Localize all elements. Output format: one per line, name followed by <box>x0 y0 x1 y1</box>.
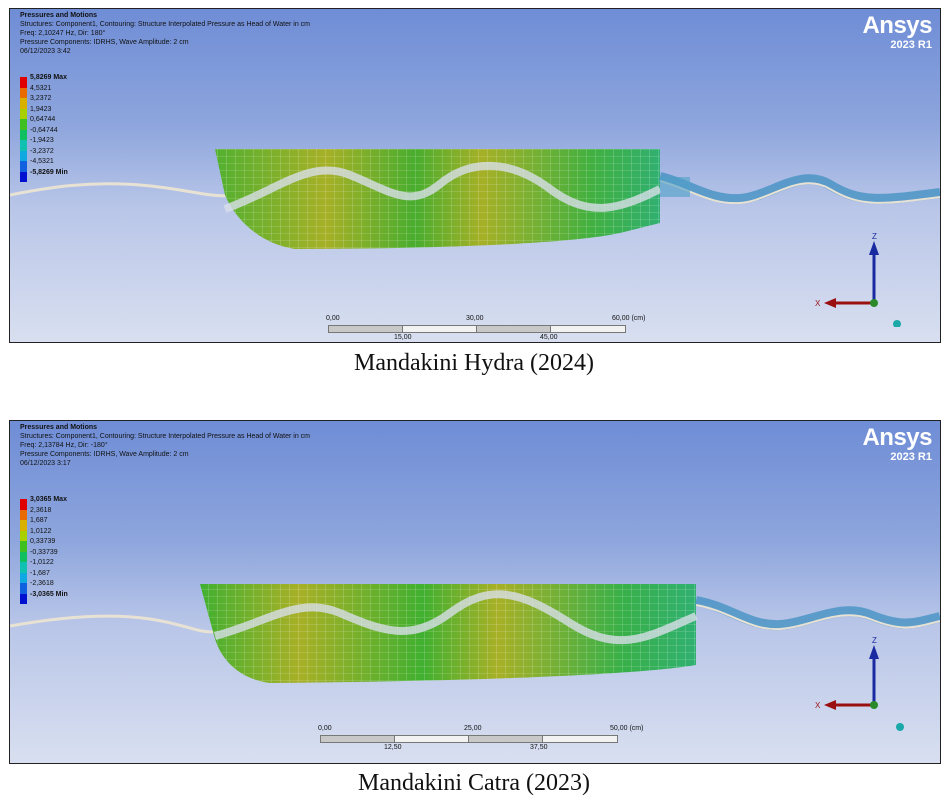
wave-surface <box>213 590 698 645</box>
x-axis-label: X <box>815 299 821 308</box>
viewport-panel-catra[interactable]: Pressures and Motions Structures: Compon… <box>9 420 941 764</box>
scale-tick-label: 50,00 (cm) <box>610 725 644 732</box>
scale-tick-label: 0,00 <box>318 725 332 732</box>
legend-label: 0,64744 <box>30 116 56 123</box>
result-structure-line: Structures: Component1, Contouring: Stru… <box>20 21 310 28</box>
legend-max-label: 5,8269 Max <box>30 74 67 81</box>
result-frequency-line: Freq: 2,10247 Hz, Dir: 180° <box>20 30 106 37</box>
result-frequency-line: Freq: 2,13784 Hz, Dir: -180° <box>20 442 108 449</box>
result-date-line: 06/12/2023 3:17 <box>20 460 71 467</box>
axis-triad[interactable]: Z X <box>810 631 910 731</box>
z-axis-label: Z <box>872 232 877 241</box>
figure-caption: Mandakini Hydra (2024) <box>354 350 594 376</box>
legend-label: -2,3618 <box>30 580 54 587</box>
legend-label: 1,687 <box>30 517 48 524</box>
legend-label: -4,5321 <box>30 158 54 165</box>
ansys-version: 2023 R1 <box>890 451 932 463</box>
legend-label: -3,2372 <box>30 147 54 155</box>
hull-mesh-scene[interactable] <box>10 421 940 763</box>
scale-ruler: 0,00 25,00 50,00 (cm) 12,50 37,50 <box>318 725 648 753</box>
ansys-version: 2023 R1 <box>890 39 932 51</box>
scale-tick-label: 0,00 <box>326 315 340 322</box>
scale-tick-label: 30,00 <box>466 315 484 322</box>
scale-tick-label: 45,00 <box>540 334 558 341</box>
legend-label: 2,3618 <box>30 506 52 514</box>
figure-caption: Mandakini Catra (2023) <box>358 770 590 796</box>
z-axis-label: Z <box>872 636 877 645</box>
legend-color-bar <box>20 77 27 182</box>
result-date-line: 06/12/2023 3:42 <box>20 48 71 55</box>
axis-triad[interactable]: Z X <box>810 227 910 327</box>
ansys-logo: Ansys 2023 R1 <box>862 12 932 52</box>
legend-min-label: -3,0365 Min <box>30 590 68 598</box>
ansys-brand: Ansys <box>862 12 932 39</box>
result-title: Pressures and Motions <box>20 12 98 19</box>
legend-label: -1,687 <box>30 569 50 577</box>
ansys-brand: Ansys <box>862 424 932 451</box>
legend-label: 1,9423 <box>30 105 52 113</box>
result-components-line: Pressure Components: IDRHS, Wave Amplitu… <box>20 39 189 46</box>
scale-tick-label: 60,00 (cm) <box>612 315 646 322</box>
result-info: Pressures and Motions Structures: Compon… <box>20 11 310 56</box>
wave-surface <box>223 161 662 213</box>
legend-label: 0,33739 <box>30 538 56 545</box>
scale-tick-label: 12,50 <box>384 744 402 751</box>
result-title: Pressures and Motions <box>20 424 98 431</box>
hull-mesh-scene[interactable] <box>10 9 940 342</box>
legend-min-label: -5,8269 Min <box>30 168 68 176</box>
legend-label: -0,33739 <box>30 548 58 556</box>
result-structure-line: Structures: Component1, Contouring: Stru… <box>20 433 310 440</box>
scale-tick-label: 37,50 <box>530 744 548 751</box>
scale-ruler: 0,00 30,00 60,00 (cm) 15,00 45,00 <box>326 315 656 342</box>
legend-label: -1,9423 <box>30 137 54 144</box>
x-axis-label: X <box>815 701 821 710</box>
result-info: Pressures and Motions Structures: Compon… <box>20 423 310 468</box>
legend-label: 3,2372 <box>30 95 52 102</box>
legend-label: -0,64744 <box>30 126 58 134</box>
scale-tick-label: 25,00 <box>464 725 482 732</box>
ansys-logo: Ansys 2023 R1 <box>862 424 932 464</box>
viewport-panel-hydra[interactable]: Pressures and Motions Structures: Compon… <box>9 8 941 343</box>
result-components-line: Pressure Components: IDRHS, Wave Amplitu… <box>20 451 189 458</box>
legend-label: 4,5321 <box>30 84 52 92</box>
legend-label: 1,0122 <box>30 527 52 535</box>
legend-max-label: 3,0365 Max <box>30 496 67 503</box>
legend-label: -1,0122 <box>30 559 54 566</box>
legend-color-bar <box>20 499 27 604</box>
scale-tick-label: 15,00 <box>394 334 412 341</box>
